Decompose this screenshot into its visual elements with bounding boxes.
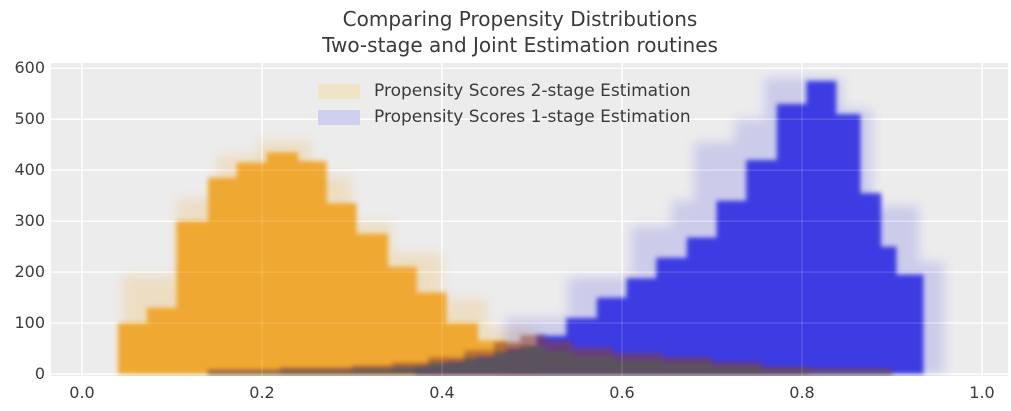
legend-label-2stage: Propensity Scores 2-stage Estimation bbox=[374, 81, 691, 101]
chart-title-line1: Comparing Propensity Distributions bbox=[342, 7, 698, 31]
y-axis-ticks: 0 100 200 300 400 500 600 bbox=[0, 0, 45, 411]
y-tick-label: 400 bbox=[14, 160, 45, 180]
y-tick-label: 300 bbox=[14, 211, 45, 231]
legend-item-2stage: Propensity Scores 2-stage Estimation bbox=[318, 78, 691, 104]
x-axis-ticks: 0.0 0.2 0.4 0.6 0.8 1.0 bbox=[0, 383, 1011, 405]
legend-label-1stage: Propensity Scores 1-stage Estimation bbox=[374, 107, 691, 127]
x-tick-label: 1.0 bbox=[969, 383, 995, 402]
plot-area bbox=[51, 63, 1008, 376]
x-tick-label: 0.8 bbox=[789, 383, 815, 402]
legend: Propensity Scores 2-stage Estimation Pro… bbox=[318, 78, 691, 130]
x-tick-label: 0.4 bbox=[429, 383, 455, 402]
x-tick-label: 0.0 bbox=[69, 383, 95, 402]
y-tick-label: 200 bbox=[14, 262, 45, 282]
y-tick-label: 100 bbox=[14, 313, 45, 333]
y-tick-label: 600 bbox=[14, 58, 45, 78]
x-tick-label: 0.6 bbox=[609, 383, 635, 402]
chart-title: Comparing Propensity Distributions Two-s… bbox=[30, 6, 1010, 58]
legend-swatch-1stage-icon bbox=[318, 109, 360, 125]
legend-item-1stage: Propensity Scores 1-stage Estimation bbox=[318, 104, 691, 130]
chart-title-line2: Two-stage and Joint Estimation routines bbox=[322, 33, 718, 57]
y-tick-label: 500 bbox=[14, 109, 45, 129]
x-tick-label: 0.2 bbox=[249, 383, 275, 402]
y-tick-label: 0 bbox=[34, 364, 45, 383]
histogram-canvas bbox=[51, 63, 1008, 376]
legend-swatch-2stage-icon bbox=[318, 83, 360, 99]
